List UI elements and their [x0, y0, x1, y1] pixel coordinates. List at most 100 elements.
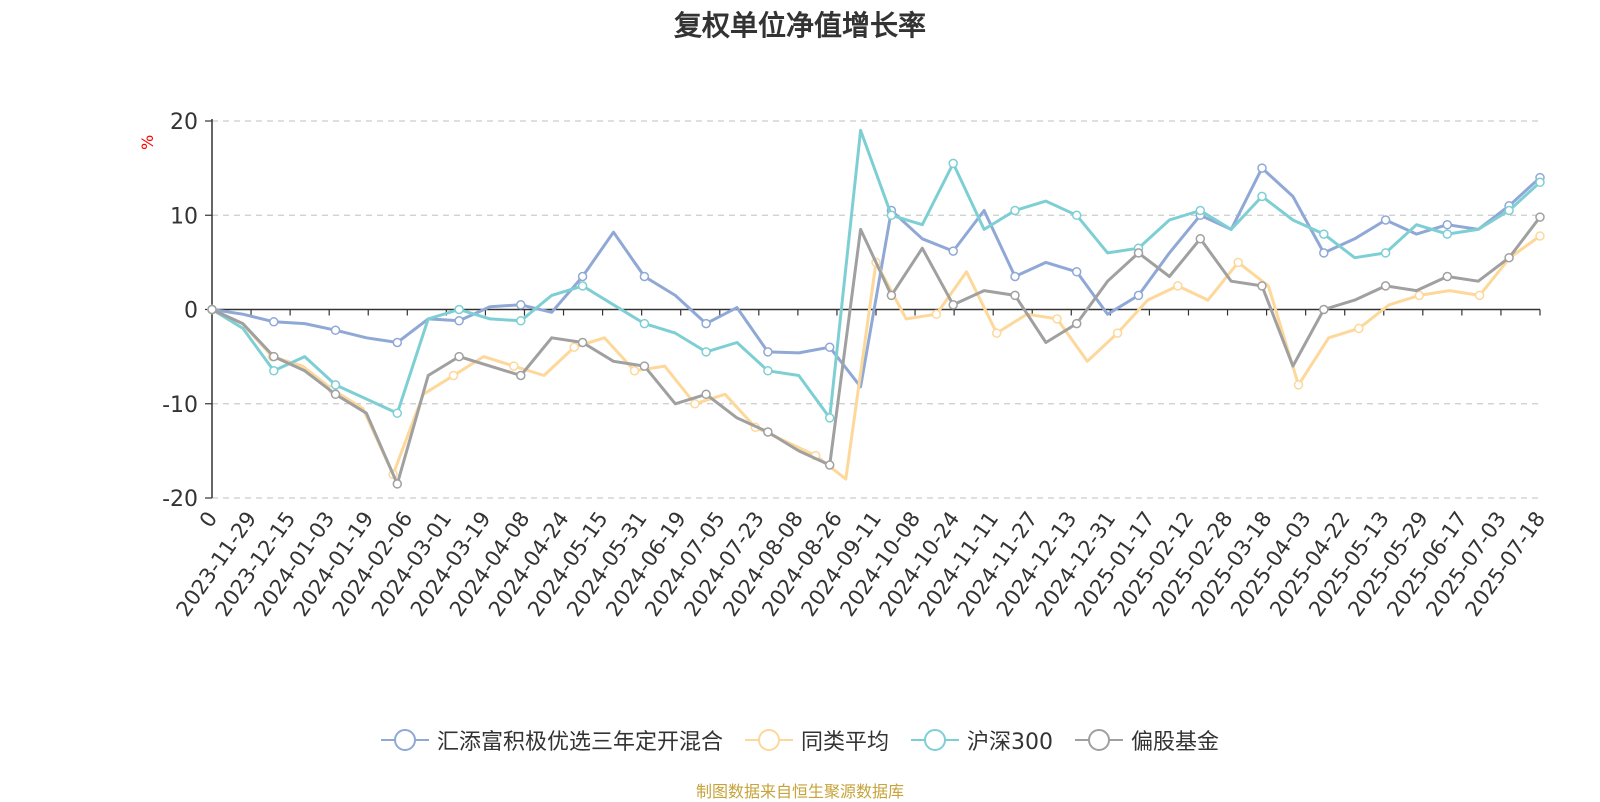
data-point: [1442, 229, 1453, 239]
data-point: [569, 342, 579, 352]
data-point: [454, 351, 464, 362]
data-point: [1233, 257, 1243, 268]
data-point: [454, 316, 464, 326]
data-point: [1474, 290, 1485, 301]
data-point: [763, 427, 773, 437]
data-point: [639, 271, 650, 282]
legend: 汇添富积极优选三年定开混合 同类平均 沪深300 偏股基金: [0, 724, 1600, 756]
data-point: [1535, 177, 1545, 188]
legend-item-equity-funds[interactable]: 偏股基金: [1075, 724, 1219, 756]
data-point: [1319, 248, 1329, 258]
data-point: [1319, 229, 1329, 239]
data-point: [824, 460, 835, 470]
data-point: [1010, 205, 1020, 216]
series-line-0: [211, 166, 1542, 389]
data-point: [991, 328, 1002, 338]
data-point: [1133, 248, 1144, 258]
data-point: [763, 347, 773, 357]
data-point: [392, 479, 403, 489]
data-point: [1010, 271, 1020, 282]
x-tick-label: 0: [195, 507, 222, 532]
data-point: [824, 413, 835, 423]
legend-marker-equity-funds: [1075, 729, 1123, 751]
data-point: [701, 389, 711, 400]
series-line-1: [211, 234, 1541, 481]
data-point: [1071, 318, 1082, 329]
legend-item-category-average[interactable]: 同类平均: [744, 724, 889, 756]
data-point: [1442, 271, 1453, 282]
data-point: [1071, 267, 1082, 277]
data-point: [1380, 215, 1391, 225]
legend-item-fund[interactable]: 汇添富积极优选三年定开混合: [380, 724, 723, 756]
data-point: [1195, 205, 1206, 216]
series-line-3: [211, 216, 1542, 486]
data-point: [948, 246, 958, 256]
data-point: [1535, 231, 1545, 241]
data-point: [1173, 281, 1183, 291]
data-point: [1504, 252, 1514, 263]
data-point: [577, 281, 588, 291]
data-point: [454, 304, 464, 315]
data-point: [516, 370, 526, 381]
data-point: [701, 318, 711, 329]
legend-marker-fund: [380, 729, 429, 751]
data-point: [639, 361, 650, 371]
data-point: [1504, 205, 1514, 216]
data-point: [577, 271, 588, 282]
data-point: [448, 370, 459, 381]
data-point: [1319, 304, 1329, 315]
data-point: [1257, 191, 1267, 202]
data-point: [392, 408, 403, 418]
chart-title: 复权单位净值增长率: [673, 9, 926, 42]
y-tick-label: 20: [170, 110, 198, 135]
data-point: [886, 210, 897, 221]
data-point: [516, 300, 526, 310]
data-point: [1354, 323, 1364, 334]
data-point: [269, 366, 279, 376]
data-point: [207, 304, 217, 315]
data-point: [763, 366, 773, 376]
legend-marker-category-average: [744, 729, 793, 751]
data-source-note: 制图数据来自恒生聚源数据库: [695, 782, 904, 801]
legend-item-csi300[interactable]: 沪深300: [911, 724, 1053, 756]
data-point: [1442, 219, 1453, 230]
data-point: [1380, 248, 1391, 258]
data-point: [690, 399, 700, 409]
legend-label-equity-funds: 偏股基金: [1131, 730, 1220, 755]
y-tick-label: 10: [170, 204, 198, 229]
data-point: [639, 318, 650, 329]
legend-marker-csi300: [911, 729, 959, 751]
data-point: [1071, 210, 1082, 221]
data-point: [1380, 281, 1391, 291]
y-tick-label: -20: [162, 487, 198, 512]
data-point: [577, 337, 588, 348]
legend-label-csi300: 沪深300: [967, 730, 1053, 755]
data-point: [269, 351, 279, 362]
y-tick-label: 0: [184, 299, 198, 324]
legend-label-fund: 汇添富积极优选三年定开混合: [436, 730, 723, 755]
data-point: [1535, 212, 1545, 222]
data-point: [824, 342, 835, 352]
data-point: [1257, 281, 1267, 291]
data-point: [1052, 314, 1062, 324]
data-point: [1133, 290, 1144, 301]
series-line-2: [211, 128, 1542, 420]
data-point: [330, 389, 341, 400]
data-point: [1293, 380, 1304, 390]
data-point: [509, 361, 519, 371]
data-point: [330, 325, 341, 335]
data-point: [1414, 290, 1425, 301]
data-point: [629, 366, 640, 376]
data-point: [392, 337, 403, 348]
y-tick-label: -10: [162, 393, 198, 418]
data-point: [1010, 290, 1020, 301]
data-point: [269, 317, 279, 327]
data-point: [1195, 234, 1206, 244]
data-point: [948, 158, 958, 169]
legend-label-category-average: 同类平均: [800, 730, 889, 755]
data-point: [516, 316, 526, 326]
data-point: [886, 290, 897, 301]
data-point: [330, 380, 341, 390]
data-point: [701, 347, 711, 357]
